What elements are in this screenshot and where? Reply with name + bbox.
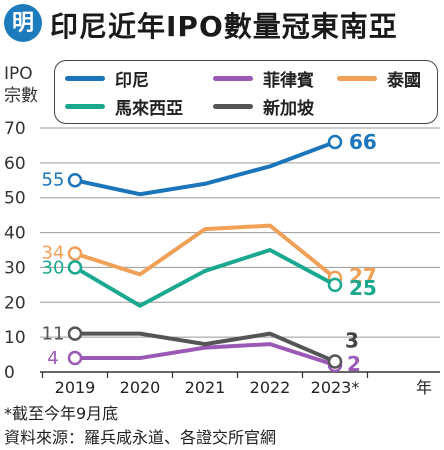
y-tick-label-60: 60: [4, 154, 26, 174]
x-tick-label-0: 2019: [55, 378, 96, 397]
data-point-0-4: [327, 134, 343, 150]
series-line-1: [73, 342, 337, 368]
data-point-3-4: [327, 277, 343, 293]
x-tick-label-1: 2020: [120, 378, 161, 397]
data-label-end-2: 27: [349, 264, 377, 288]
x-tick-label-3: 2022: [250, 378, 291, 397]
series-line-4: [73, 331, 337, 364]
data-point-0-0: [67, 173, 83, 188]
legend-label-malaysia: 馬來西亞: [115, 98, 183, 119]
legend-swatch-indonesia: [65, 75, 105, 81]
y-tick-label-0: 0: [4, 363, 15, 383]
legend-label-singapore: 新加坡: [263, 98, 314, 119]
data-point-1-0: [67, 350, 83, 366]
data-point-4-4: [327, 354, 343, 369]
legend-swatch-singapore: [213, 103, 253, 109]
data-label-start-1: 4: [47, 348, 58, 369]
logo-icon: 明: [4, 4, 42, 42]
y-axis-label-line2: 宗數: [4, 86, 38, 106]
legend-item-thailand: 泰國: [337, 65, 421, 91]
footnote-source: 資料來源：羅兵咸永道、各證交所官網: [4, 428, 277, 447]
y-tick-label-50: 50: [4, 189, 26, 209]
data-point-2-0: [67, 246, 83, 261]
data-label-start-0: 55: [42, 169, 65, 190]
legend-item-malaysia: 馬來西亞: [65, 93, 183, 119]
y-tick-label-20: 20: [4, 293, 26, 313]
series-line-2: [73, 223, 337, 280]
legend: 印尼 菲律賓 泰國 馬來西亞 新加坡: [54, 60, 438, 124]
legend-swatch-malaysia: [65, 103, 105, 109]
data-label-end-1: 2: [347, 352, 361, 376]
x-tick-label-4: 2023*: [311, 378, 360, 397]
data-point-4-0: [67, 326, 83, 341]
y-axis-label-line1: IPO: [4, 64, 33, 84]
chart-title: 印尼近年IPO數量冠東南亞: [50, 10, 398, 43]
legend-item-philippines: 菲律賓: [213, 65, 314, 91]
x-tick-label-2: 2021: [185, 378, 226, 397]
header: 明 印尼近年IPO數量冠東南亞: [0, 0, 444, 46]
data-label-start-2: 34: [42, 242, 65, 263]
y-tick-label-10: 10: [4, 328, 26, 348]
y-tick-label-30: 30: [4, 258, 26, 278]
series-line-3: [73, 248, 337, 308]
data-label-end-0: 66: [349, 130, 377, 154]
data-label-end-3: 25: [349, 276, 377, 300]
y-tick-label-40: 40: [4, 224, 26, 244]
legend-label-thailand: 泰國: [387, 70, 421, 91]
legend-label-philippines: 菲律賓: [263, 70, 314, 91]
legend-swatch-philippines: [213, 75, 253, 81]
y-tick-label-70: 70: [4, 119, 26, 139]
legend-item-singapore: 新加坡: [213, 93, 314, 119]
data-point-3-0: [67, 260, 83, 275]
series-line-0: [73, 139, 337, 197]
legend-swatch-thailand: [337, 75, 377, 81]
data-label-start-3: 30: [42, 257, 65, 278]
data-label-start-4: 11: [42, 324, 65, 345]
x-axis-unit-label: 年: [416, 378, 432, 397]
data-label-end-4: 3: [345, 329, 359, 353]
legend-label-indonesia: 印尼: [115, 70, 149, 91]
footnote-note: *截至今年9月底: [4, 404, 119, 423]
legend-item-indonesia: 印尼: [65, 65, 149, 91]
